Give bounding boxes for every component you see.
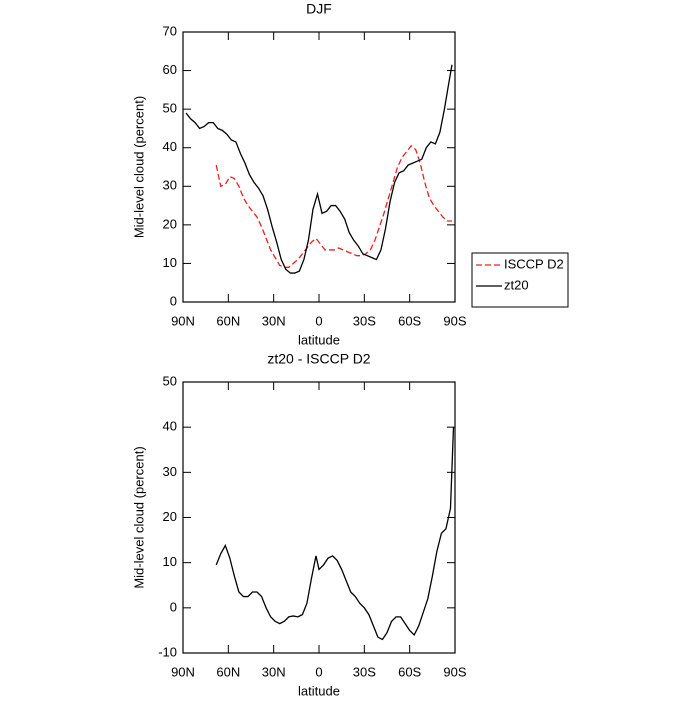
y-tick-label: 30 <box>163 464 177 479</box>
x-tick-label: 30S <box>353 313 376 328</box>
x-tick-label: 60N <box>216 313 240 328</box>
chart-title: zt20 - ISCCP D2 <box>267 351 370 367</box>
y-tick-label: 0 <box>170 293 177 308</box>
data-line <box>215 144 452 268</box>
y-tick-label: 10 <box>163 554 177 569</box>
y-tick-label: 20 <box>163 216 177 231</box>
x-tick-label: 60S <box>398 313 421 328</box>
x-tick-label: 60S <box>398 664 421 679</box>
y-tick-label: 40 <box>163 139 177 154</box>
y-tick-label: 50 <box>163 101 177 116</box>
y-axis-label: Mid-level cloud (percent) <box>131 446 146 588</box>
x-tick-label: 90N <box>171 664 195 679</box>
data-line <box>215 427 455 641</box>
y-tick-label: 0 <box>170 599 177 614</box>
legend-label: zt20 <box>504 277 529 292</box>
x-axis-label: latitude <box>298 683 340 698</box>
x-tick-label: 0 <box>315 664 322 679</box>
plot-frame <box>182 31 456 303</box>
y-tick-label: 30 <box>163 178 177 193</box>
legend-label: ISCCP D2 <box>504 256 564 271</box>
plot-frame <box>182 381 456 654</box>
x-tick-label: 90S <box>443 313 466 328</box>
y-tick-label: 10 <box>163 255 177 270</box>
x-tick-label: 30N <box>262 664 286 679</box>
x-tick-label: 30N <box>262 313 286 328</box>
legend-box <box>471 252 569 308</box>
y-axis-label: Mid-level cloud (percent) <box>131 96 146 238</box>
y-tick-label: 50 <box>163 373 177 388</box>
x-tick-label: 90N <box>171 313 195 328</box>
y-tick-label: 20 <box>163 509 177 524</box>
y-tick-label: 70 <box>163 23 177 38</box>
x-tick-label: 0 <box>315 313 322 328</box>
y-tick-label: 60 <box>163 62 177 77</box>
x-axis-label: latitude <box>298 332 340 347</box>
x-tick-label: 90S <box>443 664 466 679</box>
y-tick-label: -10 <box>158 644 177 659</box>
x-tick-label: 60N <box>216 664 240 679</box>
x-tick-label: 30S <box>353 664 376 679</box>
data-line <box>185 64 453 274</box>
chart-title: DJF <box>306 1 332 17</box>
y-tick-label: 40 <box>163 419 177 434</box>
